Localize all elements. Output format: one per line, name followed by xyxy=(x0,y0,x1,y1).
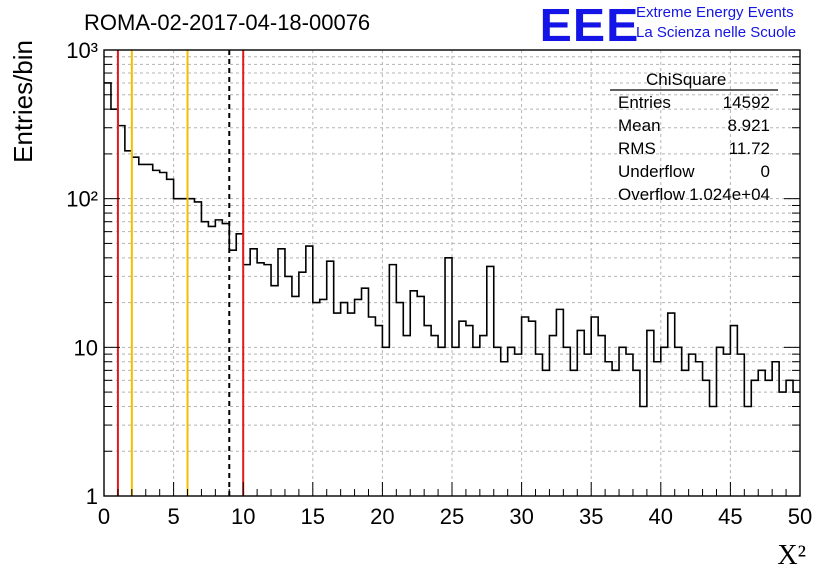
axis-ticks xyxy=(103,56,801,497)
x-tick-label: 30 xyxy=(509,504,533,529)
x-tick-label: 0 xyxy=(98,504,110,529)
stats-key-entries: Entries xyxy=(618,93,671,112)
stats-key-mean: Mean xyxy=(618,116,661,135)
y-tick-label: 1 xyxy=(86,484,98,509)
x-axis-label: X² xyxy=(777,540,806,571)
stats-value-overflow: 1.024e+04 xyxy=(689,185,770,204)
x-tick-label: 25 xyxy=(440,504,464,529)
reference-lines xyxy=(116,50,245,496)
axis-labels: 0 5 10 15 20 25 30 35 40 45 50 1 10 10² 10³ X² Entries/b… xyxy=(8,38,812,571)
x-tick-label: 50 xyxy=(788,504,812,529)
x-tick-label: 15 xyxy=(301,504,325,529)
logo-caption-line2: La Scienza nelle Scuole xyxy=(636,24,797,41)
x-tick-label: 10 xyxy=(231,504,255,529)
x-tick-label: 45 xyxy=(718,504,742,529)
eee-logo: EEE xyxy=(539,0,640,51)
stats-title: ChiSquare xyxy=(646,70,727,89)
stats-value-underflow: 0 xyxy=(760,162,770,181)
y-axis-label: Entries/bin xyxy=(8,40,38,163)
x-tick-label: 35 xyxy=(579,504,603,529)
stats-key-underflow: Underflow xyxy=(618,162,695,181)
stats-value-entries: 14592 xyxy=(722,93,770,112)
x-tick-label: 40 xyxy=(649,504,673,529)
x-tick-label: 20 xyxy=(370,504,394,529)
y-tick-label: 10 xyxy=(74,335,98,360)
y-tick-label: 10³ xyxy=(66,38,98,63)
logo-caption-line1: Extreme Energy Events xyxy=(636,4,794,21)
x-tick-label: 5 xyxy=(167,504,179,529)
stats-key-rms: RMS xyxy=(618,139,656,158)
stats-value-mean: 8.921 xyxy=(727,116,770,135)
y-tick-label: 10² xyxy=(66,187,98,212)
stats-value-rms: 11.72 xyxy=(728,139,770,158)
chart-title: ROMA-02-2017-04-18-00076 xyxy=(84,10,371,35)
stats-key-overflow: Overflow xyxy=(618,185,686,204)
